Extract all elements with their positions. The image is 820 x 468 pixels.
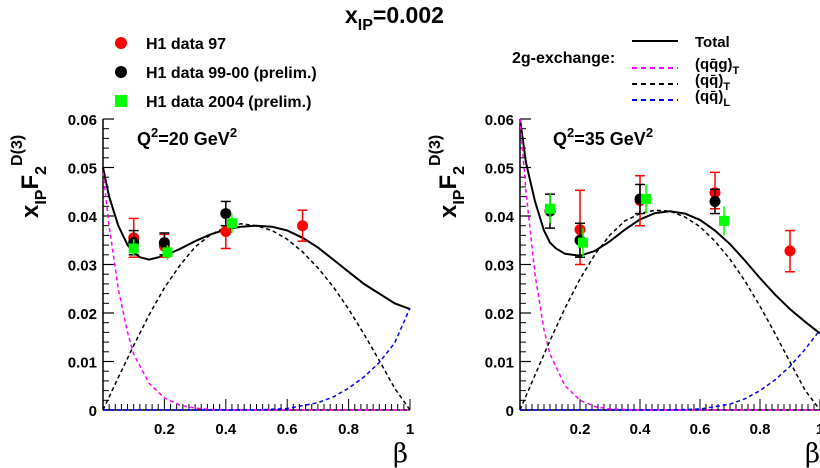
legend-label-h1-99-00: H1 data 99-00 (prelim.) [146, 65, 317, 82]
panel-2-x-tick-label: 0.2 [570, 421, 591, 438]
legend-label-qqg-t: (qq̄g)T [695, 56, 739, 77]
panel-1-point-h1-97 [297, 220, 309, 232]
panel-2-point-h1-2004 [578, 237, 588, 248]
panel-2-x-tick-label: 1 [816, 421, 820, 438]
legend-label-qq-l: (qq̄)L [695, 88, 730, 109]
panel-2-y-tick-label: 0.06 [485, 112, 514, 129]
panel-2-y-tick-label: 0.05 [485, 161, 514, 178]
panel-2-point-h1-2004 [545, 203, 555, 214]
panel-1-x-tick-label: 0.2 [154, 421, 175, 438]
panel-2-x-tick-label: 0.4 [630, 421, 652, 438]
panel-q2-20: 0 0.01 0.02 0.03 0.04 0.05 0.06 0.2 0.4 0.6 0.8 1 Q… [9, 112, 414, 468]
panel-1-point-h1-99-00 [220, 208, 232, 220]
panel-1-point-h1-2004 [226, 218, 237, 229]
panel-2-x-tick-label: 0.6 [690, 421, 711, 438]
panel-2-y-tick-label: 0.03 [485, 258, 514, 275]
data-legend: H1 data 97 H1 data 99-00 (prelim.) H1 da… [115, 36, 317, 111]
panel-1-y-tick-label: 0.06 [68, 112, 97, 129]
legend-marker-h1-97 [115, 37, 127, 49]
panel-1-y-tick-label: 0.03 [68, 258, 97, 275]
panel-2-point-h1-97 [784, 245, 796, 257]
panel-2-x-axis-label: β [805, 439, 820, 468]
panel-1-y-tick-label: 0 [89, 403, 97, 420]
panel-1-curve-3 [103, 307, 411, 411]
panel-2-q2-label: Q2=35 GeV2 [553, 125, 653, 149]
panel-2-plot-area: 0 0.01 0.02 0.03 0.04 0.05 0.06 0.2 0.4 0.6 0.8 1 [485, 112, 820, 438]
panel-1-q2-label: Q2=20 GeV2 [137, 125, 237, 149]
figure-title: xIP=0.002 [345, 2, 444, 34]
panel-2-y-tick-label: 0.02 [485, 306, 514, 323]
panel-1-x-tick-label: 1 [406, 421, 414, 438]
legend-label-h1-2004: H1 data 2004 (prelim.) [146, 94, 311, 111]
panel-q2-35: 0 0.01 0.02 0.03 0.04 0.05 0.06 0.2 0.4 0.6 0.8 1 Q… [427, 112, 820, 468]
panel-1-y-tick-label: 0.04 [68, 209, 98, 226]
panel-1-y-tick-label: 0.02 [68, 306, 97, 323]
title-main: x [345, 2, 358, 28]
panel-2-curve-1 [519, 118, 820, 411]
legend-marker-h1-2004 [115, 95, 127, 107]
panel-1-y-tick-label: 0.01 [68, 355, 97, 372]
legend-label-h1-97: H1 data 97 [146, 36, 226, 53]
panel-2-y-tick-label: 0.01 [485, 355, 514, 372]
panel-1-point-h1-99-00 [158, 237, 170, 249]
panel-2-curve-0 [519, 118, 820, 335]
panel-1-curve-0 [102, 167, 411, 311]
panel-2-point-h1-2004 [641, 194, 651, 205]
legend-label-total: Total [695, 34, 730, 51]
legend-marker-h1-99-00 [115, 66, 127, 78]
curve-legend: 2g-exchange: Total (qq̄g)T (qq̄)T (qq̄)L [512, 34, 739, 109]
panel-2-point-h1-2004 [719, 215, 729, 226]
legend-label-qq-t: (qq̄)T [695, 72, 730, 93]
panel-1-curve-1 [102, 172, 410, 411]
panel-2-y-axis-label: xIPF2D(3) [427, 135, 468, 218]
panel-1-x-tick-label: 0.4 [215, 421, 237, 438]
panel-2-y-tick-label: 0.04 [485, 209, 515, 226]
panel-2-curve-3 [520, 329, 820, 411]
panel-2-x-tick-label: 0.8 [750, 421, 771, 438]
panel-1-point-h1-2004 [128, 243, 139, 254]
panel-2-y-tick-label: 0 [506, 403, 514, 420]
panel-1-x-tick-label: 0.6 [277, 421, 298, 438]
panel-1-curve-2 [102, 223, 411, 411]
panel-2-point-h1-99-00 [709, 195, 721, 207]
legend-2g-exchange-title: 2g-exchange: [512, 50, 615, 67]
panel-1-x-tick-label: 0.8 [338, 421, 359, 438]
panel-2-curve-2 [519, 209, 820, 411]
title-value: =0.002 [373, 2, 444, 28]
panel-1-y-axis-label: xIPF2D(3) [9, 135, 50, 218]
panel-1-point-h1-2004 [162, 247, 173, 258]
panel-1-y-tick-label: 0.05 [68, 161, 97, 178]
panel-1-x-axis-label: β [393, 439, 408, 468]
title-subscript: IP [358, 17, 373, 34]
panel-1-point-h1-97 [220, 226, 232, 238]
panel-1-plot-area: 0 0.01 0.02 0.03 0.04 0.05 0.06 0.2 0.4 0.6 0.8 1 [68, 112, 414, 438]
